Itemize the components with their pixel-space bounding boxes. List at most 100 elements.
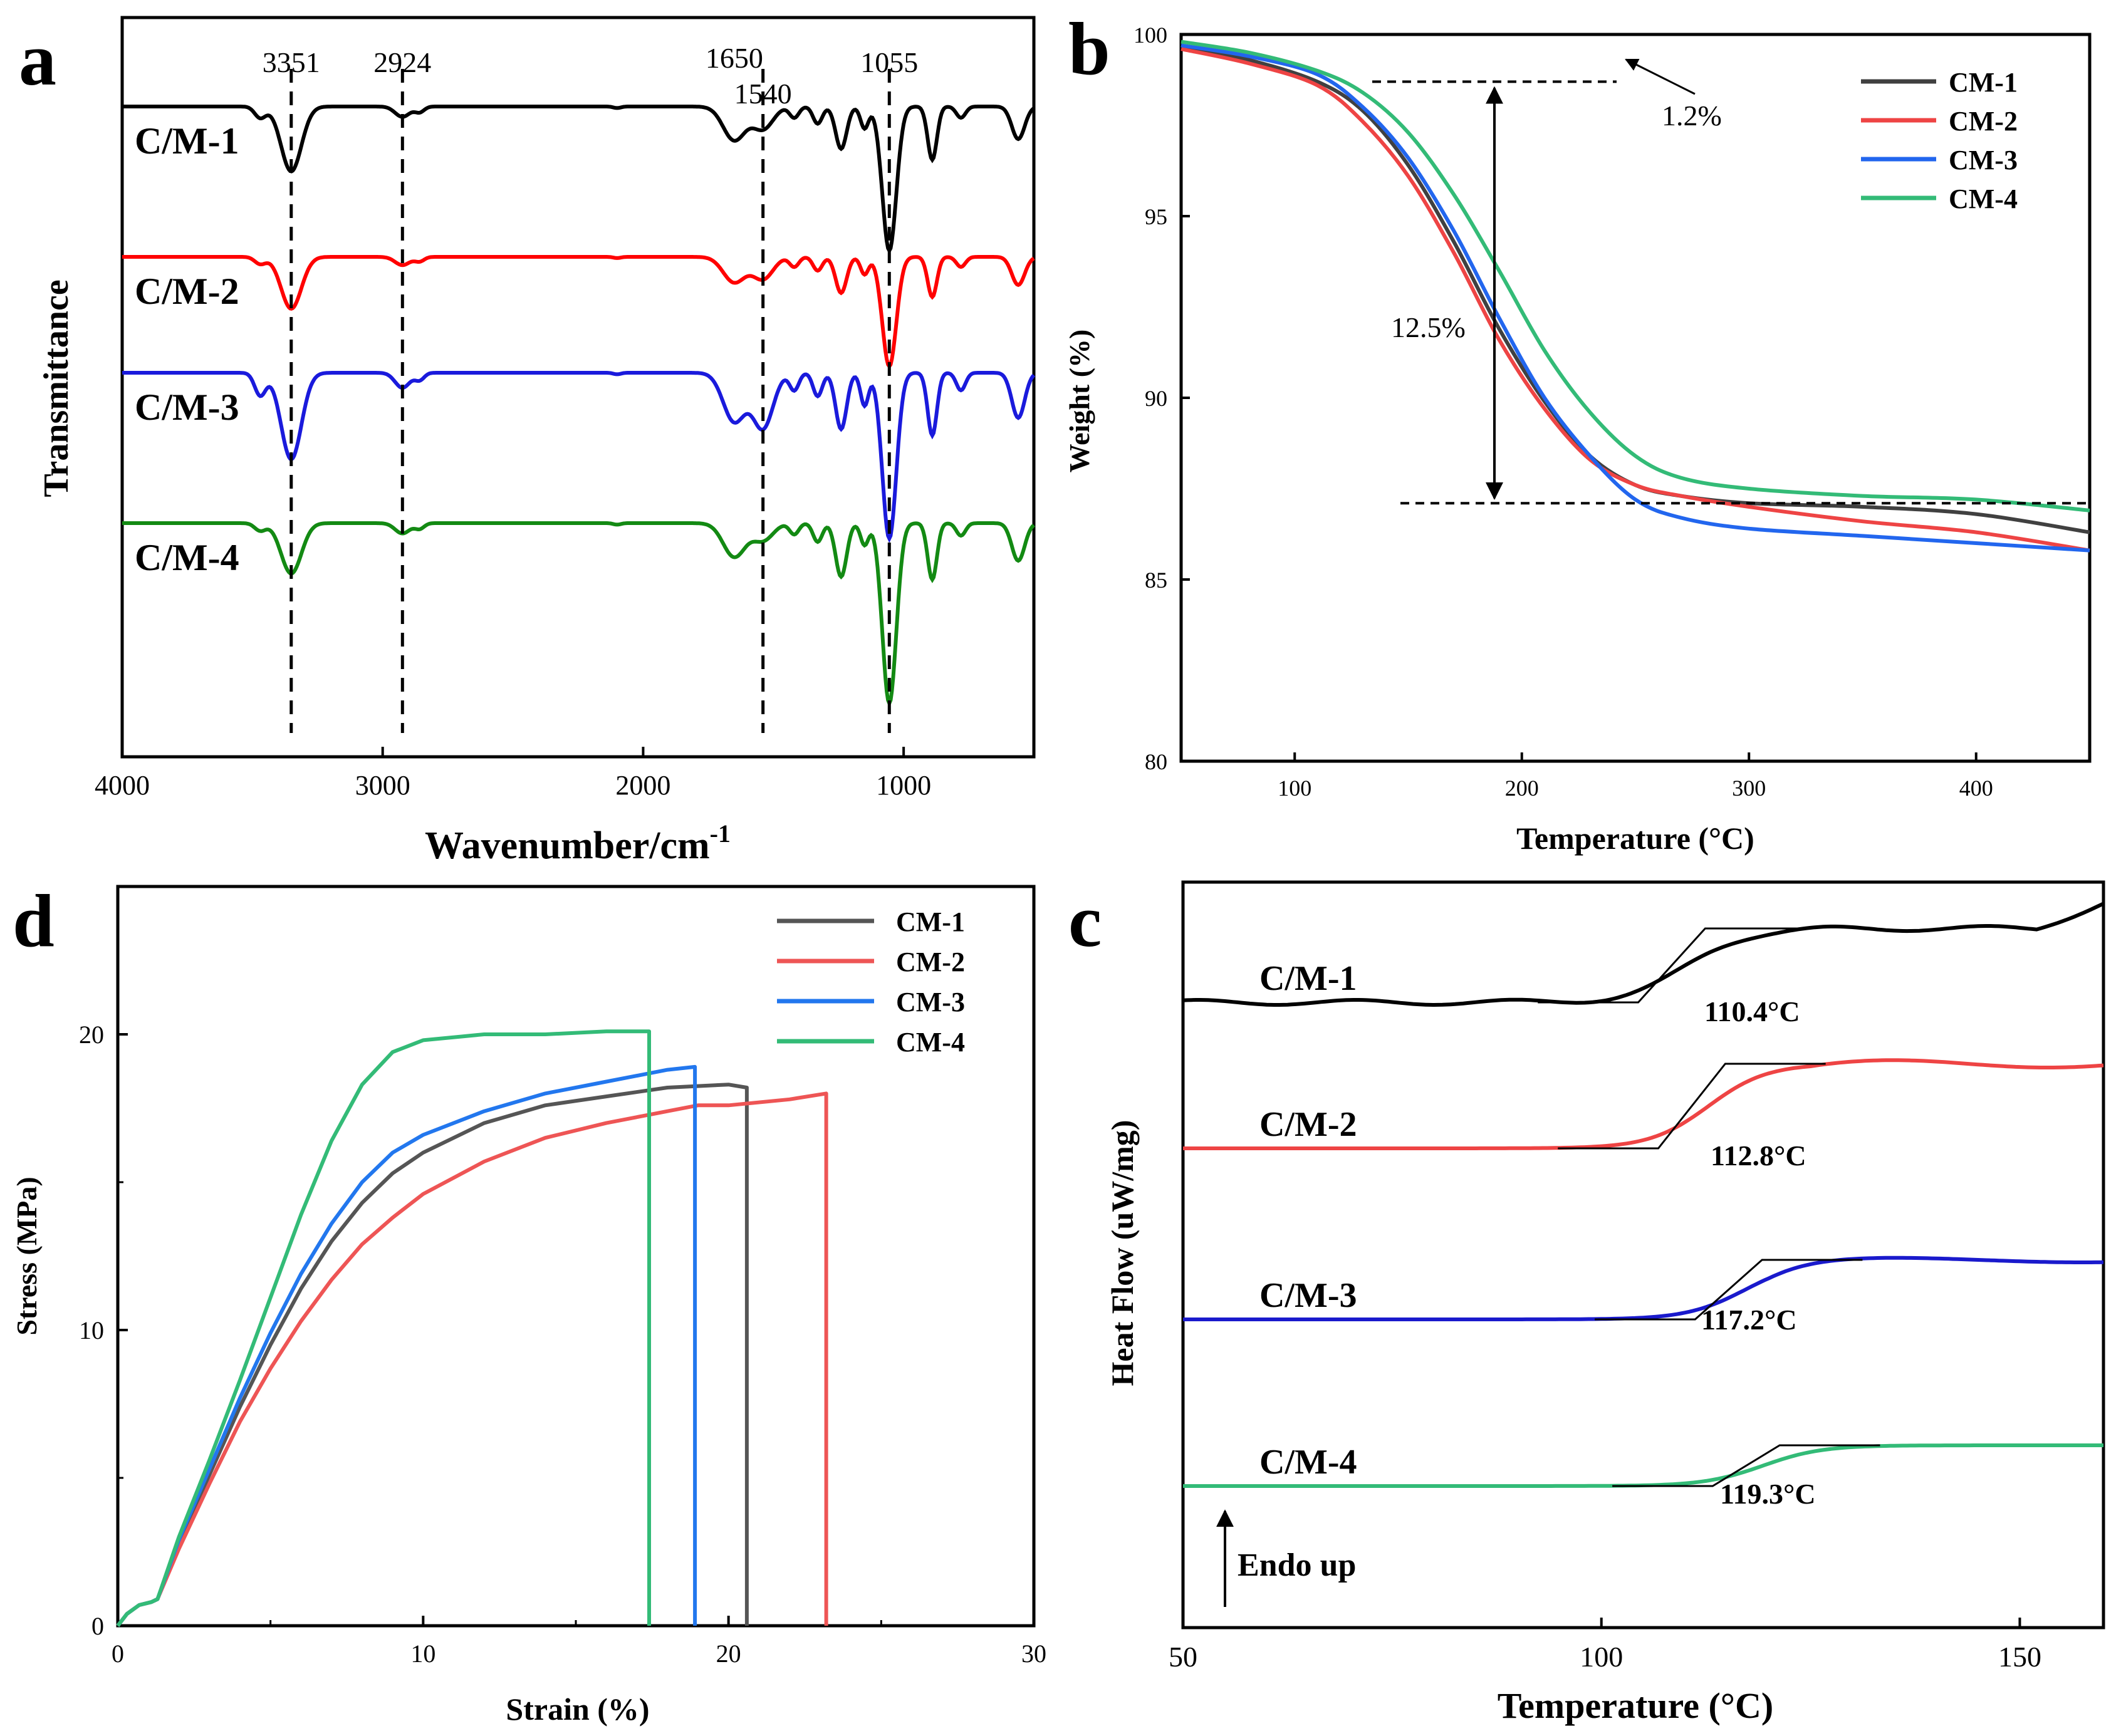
panel-c-frame (1181, 880, 2105, 1629)
c-tg-label-c-m-2: 112.8°C (1711, 1140, 1806, 1172)
series-label-c-m-3: C/M-3 (135, 387, 239, 428)
panel-b-y-axis-label: Weight (%) (1063, 330, 1095, 473)
c-tg-label-c-m-3: 117.2°C (1701, 1304, 1797, 1336)
d-legend-label-cm-2: CM-2 (896, 947, 965, 977)
panel-c-x-axis-label: Temperature (°C) (1498, 1685, 1773, 1726)
peak-label-3351: 3351 (263, 46, 320, 78)
panel-c-labels: C/M-1 110.4°C C/M-2 112.8°C C/M-3 117.2°C C/M-… (1259, 959, 1816, 1510)
d-y-tick-label-20: 20 (79, 1021, 104, 1049)
spectrum-c-m-1 (122, 105, 1035, 255)
d-curve-cm-3 (116, 1064, 697, 1627)
c-x-tick-label-100: 100 (1580, 1641, 1623, 1673)
c-curve-c-m-3 (1183, 1255, 2104, 1321)
peak-label-1540: 1540 (734, 78, 792, 110)
panel-b-tga-chart: b 100 200 300 400 80 85 90 95 100 1.2% 12.5% CM-1… (1063, 7, 2092, 856)
c-tangent-c-m-4 (1612, 1444, 1880, 1487)
panel-a-x-axis-label-text: Wavenumber/cm (425, 824, 710, 867)
panel-b-curves (1180, 39, 2090, 553)
spectrum-c-m-3 (122, 371, 1036, 543)
peak-label-2924: 2924 (373, 46, 431, 78)
c-series-label-c-m-4: C/M-4 (1259, 1443, 1357, 1482)
panel-d-legend: CM-1 CM-2 CM-3 CM-4 (777, 907, 965, 1058)
panel-a-peak-labels: 3351 2924 1540 1055 1650 (263, 42, 918, 110)
panel-d-letter: d (13, 879, 55, 962)
panel-a-series-labels: C/M-1 C/M-2 C/M-3 C/M-4 (135, 120, 239, 578)
panel-c-axes-ticks: 50 100 150 (1169, 1618, 2041, 1673)
endo-up-label: Endo up (1238, 1547, 1356, 1583)
spectrum-c-m-2 (122, 255, 1035, 370)
d-curve-cm-2 (116, 1091, 828, 1627)
panel-b-annotations: 1.2% 12.5% (1372, 58, 2090, 505)
b-pointer-arrow (1625, 58, 1696, 95)
panel-c-curves (1182, 902, 2105, 1488)
b-y-tick-label-100: 100 (1134, 23, 1167, 48)
series-label-c-m-4: C/M-4 (135, 537, 239, 578)
b-curve-cm-3 (1180, 43, 2090, 553)
b-legend-label-cm-4: CM-4 (1949, 184, 2018, 214)
b-x-tick-label-100: 100 (1278, 776, 1311, 801)
panel-b-legend: CM-1 CM-2 CM-3 CM-4 (1861, 67, 2018, 214)
d-x-tick-label-30: 30 (1021, 1640, 1046, 1668)
panel-b-x-axis-label: Temperature (°C) (1516, 821, 1754, 856)
c-tangent-c-m-3 (1595, 1259, 1863, 1321)
panel-c-dsc-chart: c 50 100 150 C/M-1 110.4°C C/M-2 112.8°C C/M-3… (1068, 879, 2105, 1726)
panel-b-axes-ticks: 100 200 300 400 80 85 90 95 100 (1134, 23, 1993, 801)
b-curve-cm-2 (1180, 47, 2090, 553)
panel-a-x-axis-label: Wavenumber/cm-1 (425, 819, 731, 867)
panel-a-letter: a (19, 18, 56, 101)
c-tg-label-c-m-1: 110.4°C (1704, 995, 1800, 1027)
panel-b-frame (1179, 33, 2092, 763)
b-y-tick-label-80: 80 (1145, 749, 1167, 774)
c-curve-c-m-2 (1183, 1058, 2104, 1150)
x-tick-label-1000: 1000 (876, 770, 931, 801)
spectrum-c-m-4 (122, 521, 1036, 709)
d-legend-label-cm-3: CM-3 (896, 987, 965, 1017)
b-x-tick-label-200: 200 (1505, 776, 1539, 801)
b-annot-12-5pct: 12.5% (1391, 311, 1466, 343)
b-legend-label-cm-1: CM-1 (1949, 67, 2018, 98)
d-curve-cm-1 (116, 1083, 749, 1627)
panel-d-stress-strain-chart: d 0 10 20 30 0 10 20 CM-1 CM-2 CM-3 CM-4 Stress (… (11, 879, 1046, 1727)
d-x-tick-label-10: 10 (410, 1640, 435, 1668)
b-legend-label-cm-3: CM-3 (1949, 145, 2018, 175)
panel-d-y-axis-label: Stress (MPa) (11, 1177, 43, 1335)
panel-d-axes-ticks: 0 10 20 30 0 10 20 (79, 1021, 1046, 1668)
d-curve-cm-4 (116, 1029, 651, 1627)
panel-a-x-axis-label-sup: -1 (710, 819, 731, 848)
c-x-tick-label-150: 150 (1998, 1641, 2041, 1673)
x-tick-label-2000: 2000 (615, 770, 670, 801)
panel-a-y-axis-label: Transmittance (37, 279, 76, 497)
panel-a-spectra (122, 105, 1036, 709)
series-label-c-m-1: C/M-1 (135, 120, 239, 162)
c-curve-c-m-1 (1182, 902, 2105, 1007)
panel-c-y-axis-label: Heat Flow (uW/mg) (1105, 1120, 1140, 1386)
peak-label-1055: 1055 (860, 46, 918, 78)
c-tangent-c-m-2 (1558, 1063, 1826, 1150)
b-legend-label-cm-2: CM-2 (1949, 106, 2018, 137)
b-curve-cm-4 (1180, 39, 2090, 512)
panel-d-x-axis-label: Strain (%) (506, 1692, 649, 1727)
c-tangent-c-m-1 (1538, 927, 1806, 1004)
b-y-tick-label-85: 85 (1145, 568, 1167, 593)
panel-a-x-ticks: 4000 3000 2000 1000 (95, 747, 931, 801)
panel-d-curves (116, 1029, 828, 1627)
d-y-tick-label-10: 10 (79, 1316, 104, 1344)
b-curve-cm-1 (1180, 43, 2090, 534)
c-series-label-c-m-2: C/M-2 (1259, 1105, 1357, 1144)
d-legend-label-cm-1: CM-1 (896, 907, 965, 937)
b-x-tick-label-300: 300 (1732, 776, 1766, 801)
c-x-tick-label-50: 50 (1169, 1641, 1197, 1673)
c-series-label-c-m-3: C/M-3 (1259, 1276, 1357, 1315)
c-series-label-c-m-1: C/M-1 (1259, 959, 1357, 998)
x-tick-label-3000: 3000 (355, 770, 410, 801)
b-y-tick-label-90: 90 (1145, 386, 1167, 411)
panel-b-letter: b (1068, 7, 1110, 90)
b-y-tick-label-95: 95 (1145, 204, 1167, 229)
b-annot-1-2pct: 1.2% (1662, 100, 1722, 132)
series-label-c-m-2: C/M-2 (135, 271, 239, 312)
d-x-tick-label-0: 0 (112, 1640, 124, 1668)
d-y-tick-label-0: 0 (91, 1612, 104, 1640)
b-x-tick-label-400: 400 (1959, 776, 1993, 801)
